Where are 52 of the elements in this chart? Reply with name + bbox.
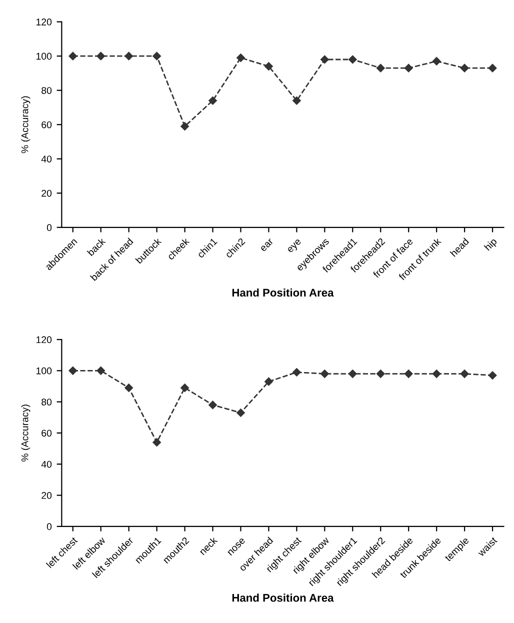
y-tick-label: 100	[36, 52, 52, 60]
point	[96, 366, 105, 375]
y-tick-label: 60	[42, 121, 52, 128]
point	[460, 370, 469, 378]
point	[264, 377, 273, 386]
point	[432, 57, 441, 66]
point	[404, 370, 413, 378]
y-tick-label: 80	[42, 87, 52, 94]
y-tick-label: 80	[42, 398, 52, 406]
point	[180, 122, 189, 130]
y-tick-label: 0	[46, 224, 52, 232]
point	[180, 384, 189, 392]
y-axis-title: % (Accuracy)	[21, 96, 30, 154]
x-tick-label: hip	[484, 237, 499, 252]
point	[68, 52, 78, 60]
y-tick-label: 40	[41, 156, 52, 162]
y-tick-label: 20	[42, 190, 52, 197]
y-axis-title: % (Accuracy)	[21, 404, 30, 462]
point	[96, 52, 105, 60]
point	[292, 96, 301, 105]
point	[488, 371, 497, 380]
x-tick-label: ear	[260, 238, 274, 252]
point	[320, 370, 329, 378]
point	[264, 62, 273, 70]
y-tick-label: 20	[42, 492, 52, 499]
y-tick-label: 120	[36, 336, 52, 344]
point	[404, 64, 413, 72]
point	[292, 368, 301, 376]
y-tick-label: 100	[36, 367, 52, 374]
point	[320, 55, 329, 64]
x-axis-title: Hand Position Area	[232, 594, 334, 602]
point	[152, 52, 161, 60]
y-tick-label: 40	[41, 460, 52, 468]
point	[376, 370, 385, 378]
point	[68, 366, 78, 375]
point	[152, 438, 161, 446]
y-tick-label: 60	[42, 430, 52, 437]
y-tick-label: 120	[36, 18, 52, 26]
point	[432, 370, 441, 378]
point	[124, 52, 133, 60]
point	[236, 408, 245, 417]
point	[124, 384, 133, 392]
point	[460, 64, 469, 72]
point	[208, 96, 217, 105]
x-axis-title: Hand Position Area	[232, 288, 334, 297]
y-tick-label: 0	[46, 523, 52, 530]
point	[348, 370, 357, 378]
point	[488, 64, 497, 72]
point	[236, 54, 245, 62]
point	[348, 55, 357, 64]
point	[376, 64, 385, 72]
point	[208, 400, 217, 410]
